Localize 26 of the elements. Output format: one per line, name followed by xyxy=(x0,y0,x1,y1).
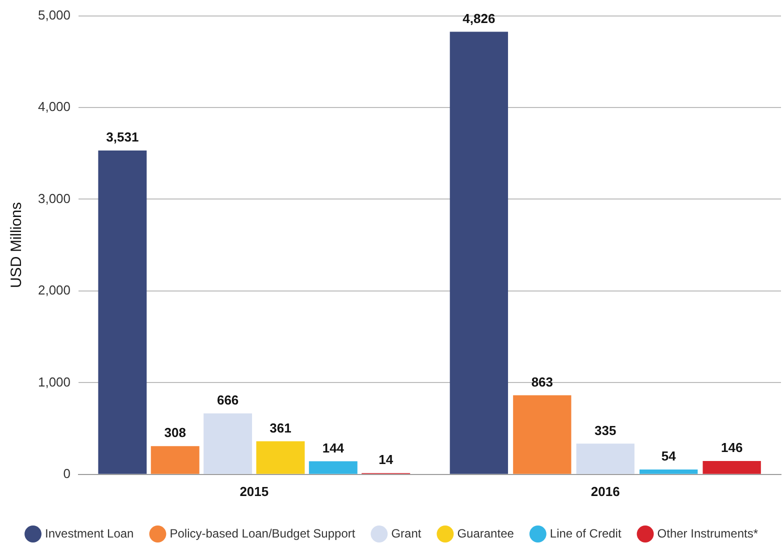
y-tick-label: 0 xyxy=(63,466,71,481)
data-label: 3,531 xyxy=(106,130,139,145)
legend-label: Guarantee xyxy=(457,526,514,540)
y-tick-label: 5,000 xyxy=(38,7,71,22)
y-tick-label: 1,000 xyxy=(38,374,71,390)
x-tick-label: 2015 xyxy=(240,484,269,499)
data-label: 308 xyxy=(164,425,186,440)
data-label: 361 xyxy=(270,420,292,436)
legend-label: Grant xyxy=(391,526,422,540)
legend-label: Other Instruments* xyxy=(657,526,758,540)
data-label: 144 xyxy=(322,440,345,456)
y-tick-label: 3,000 xyxy=(38,190,71,206)
x-tick-label: 2016 xyxy=(590,484,620,499)
data-label: 146 xyxy=(720,440,743,456)
data-label: 4,826 xyxy=(462,10,496,26)
legend-label: Line of Credit xyxy=(550,526,622,540)
data-label: 14 xyxy=(378,452,394,468)
y-tick-label: 4,000 xyxy=(38,99,71,114)
legend-label: Policy-based Loan/Budget Support xyxy=(170,526,356,540)
data-label: 863 xyxy=(531,374,554,390)
y-tick-label: 2,000 xyxy=(38,282,71,298)
y-axis-title: USD Millions xyxy=(8,202,26,288)
data-label: 335 xyxy=(594,422,616,438)
legend-label: Investment Loan xyxy=(45,526,134,540)
data-label: 54 xyxy=(661,448,677,464)
data-label: 666 xyxy=(216,392,239,408)
